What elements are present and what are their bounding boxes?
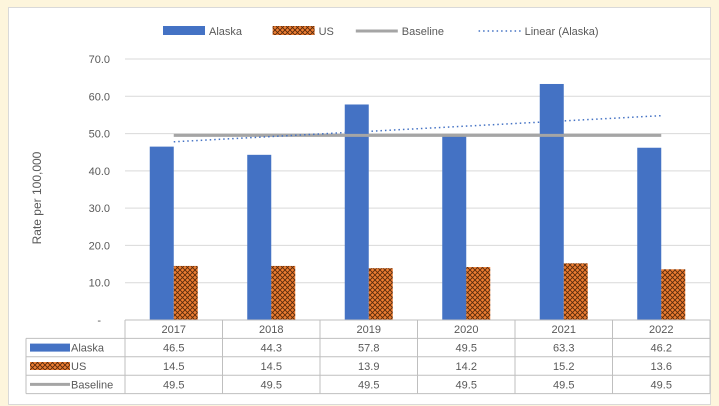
y-tick-label: 40.0 xyxy=(89,166,110,178)
bar-alaska-2018 xyxy=(247,154,272,320)
lines xyxy=(173,114,662,143)
data-label-us: 14.5 xyxy=(261,361,282,373)
y-tick-label: 50.0 xyxy=(89,129,110,141)
y-tick-label: 30.0 xyxy=(89,203,110,215)
legend-label-baseline: Baseline xyxy=(402,26,444,38)
legend-label-alaska: Alaska xyxy=(209,26,243,38)
data-table: 2017 2018 2019 2020 2021 2022 Alaska 46.5 44.3 57… xyxy=(25,319,711,395)
bar-alaska-2019 xyxy=(344,104,369,320)
table-series-label: Baseline xyxy=(71,379,113,391)
bar-us-2019 xyxy=(368,268,393,320)
bar-us-2020 xyxy=(466,267,491,320)
data-label-baseline: 49.5 xyxy=(553,379,574,391)
x-tick-label: 2018 xyxy=(259,324,283,336)
data-label-baseline: 49.5 xyxy=(163,379,184,391)
x-tick-label: 2017 xyxy=(162,324,186,336)
data-label-us: 14.5 xyxy=(163,361,184,373)
data-label-baseline: 49.5 xyxy=(456,379,477,391)
y-tick-label: 20.0 xyxy=(89,240,110,252)
y-tick-label: 10.0 xyxy=(89,278,110,290)
bar-us-2022 xyxy=(661,269,686,320)
x-tick-label: 2020 xyxy=(454,324,478,336)
bar-us-2017 xyxy=(173,265,198,320)
data-label-baseline: 49.5 xyxy=(651,379,672,391)
bar-us-2018 xyxy=(271,265,296,320)
data-label-alaska: 46.2 xyxy=(651,343,672,355)
table-series-label: Alaska xyxy=(71,343,105,355)
data-label-baseline: 49.5 xyxy=(261,379,282,391)
data-label-baseline: 49.5 xyxy=(358,379,379,391)
data-label-us: 13.6 xyxy=(651,361,672,373)
y-tick-label: - xyxy=(97,315,101,327)
table-series-label: US xyxy=(71,361,86,373)
data-label-alaska: 46.5 xyxy=(163,343,184,355)
bar-alaska-2022 xyxy=(637,147,662,320)
bars xyxy=(149,83,686,320)
x-tick-label: 2021 xyxy=(552,324,576,336)
bar-alaska-2017 xyxy=(149,146,174,320)
legend-swatch-us xyxy=(272,26,315,35)
table-key-us xyxy=(30,362,70,370)
bar-us-2021 xyxy=(563,263,588,320)
y-tick-label: 70.0 xyxy=(89,54,110,66)
data-label-us: 15.2 xyxy=(553,361,574,373)
data-label-alaska: 44.3 xyxy=(261,343,282,355)
data-label-alaska: 63.3 xyxy=(553,343,574,355)
data-label-alaska: 49.5 xyxy=(456,343,477,355)
x-tick-label: 2022 xyxy=(649,324,673,336)
trendline-alaska xyxy=(173,114,662,143)
legend-swatch-alaska xyxy=(163,26,205,35)
data-label-us: 14.2 xyxy=(456,361,477,373)
data-label-alaska: 57.8 xyxy=(358,343,379,355)
legend-label-us: US xyxy=(319,26,334,38)
table-key-alaska xyxy=(30,343,70,352)
y-tick-label: 60.0 xyxy=(89,91,110,103)
x-tick-label: 2019 xyxy=(357,324,381,336)
bar-alaska-2021 xyxy=(539,83,564,320)
bar-alaska-2020 xyxy=(442,135,467,320)
data-label-us: 13.9 xyxy=(358,361,379,373)
legend: Alaska US Baseline Linear (Alaska) xyxy=(163,26,599,38)
gridlines xyxy=(125,58,710,284)
y-axis-ticks: - 10.0 20.0 30.0 40.0 50.0 60.0 70.0 xyxy=(89,54,110,327)
y-axis-label: Rate per 100,000 xyxy=(30,151,44,244)
legend-label-trendline: Linear (Alaska) xyxy=(525,26,599,38)
